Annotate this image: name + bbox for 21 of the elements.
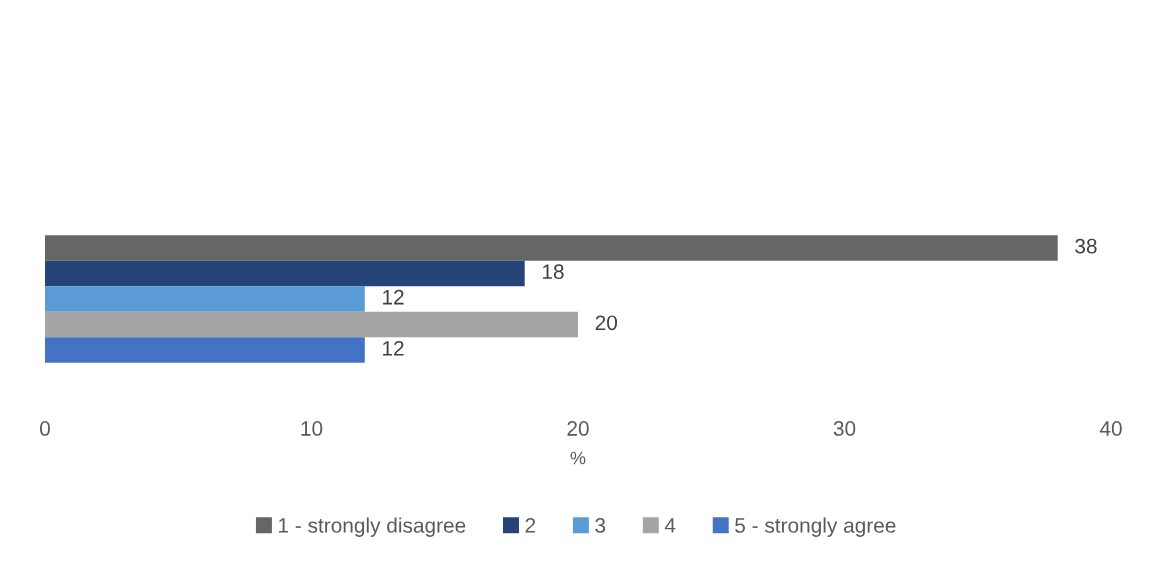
x-tick-label: 30 bbox=[833, 421, 856, 436]
bar bbox=[45, 235, 1058, 261]
bar bbox=[45, 311, 578, 338]
x-tick-label: 10 bbox=[301, 421, 323, 436]
x-tick-label: 40 bbox=[1099, 421, 1122, 436]
legend-label: 1 - strongly disagree bbox=[279, 517, 466, 537]
data-label: 38 bbox=[1075, 238, 1097, 254]
legend-label: 3 bbox=[595, 518, 606, 533]
data-label: 12 bbox=[383, 289, 404, 305]
data-label: 20 bbox=[595, 315, 618, 331]
legend-label: 4 bbox=[664, 518, 676, 533]
x-axis-title: % bbox=[570, 451, 586, 465]
x-tick-label: 0 bbox=[40, 421, 50, 436]
bar bbox=[45, 337, 365, 363]
legend-label: 5 - strongly agree bbox=[735, 517, 896, 537]
bar bbox=[45, 286, 365, 312]
bar bbox=[45, 260, 525, 287]
data-label: 12 bbox=[383, 340, 404, 356]
x-tick-label: 20 bbox=[567, 421, 589, 436]
data-label: 18 bbox=[542, 264, 564, 280]
legend-label: 2 bbox=[525, 518, 536, 533]
